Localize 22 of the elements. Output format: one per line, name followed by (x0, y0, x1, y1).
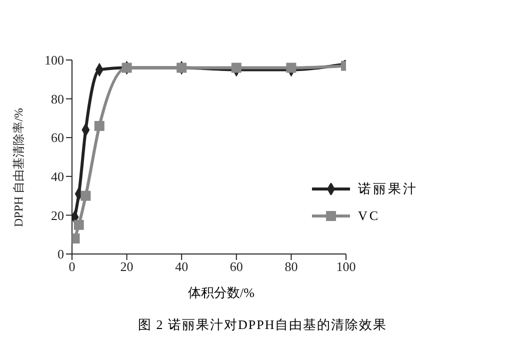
point (80, 190, 91, 201)
y-tick-label: 100 (44, 52, 64, 68)
x-axis-title: 体积分数/% (188, 284, 256, 302)
y-tick-label: 20 (51, 208, 64, 223)
text: 图 2 诺丽果汁对DPPH自由基的清除效果 (138, 316, 388, 334)
x-tick-label: 40 (175, 259, 188, 274)
x-tick-label: 0 (68, 259, 76, 274)
x-tick-label: 20 (120, 259, 134, 274)
point (74, 220, 84, 230)
legend-label: 诺丽果汁 (358, 180, 418, 198)
point (94, 120, 104, 131)
y-tick-label: 60 (51, 130, 64, 146)
point (231, 62, 242, 73)
y-axis-title: DPPH 自由基清除率/% (11, 108, 26, 227)
x-tick-label: 80 (284, 259, 298, 274)
x-tick-label: 100 (336, 259, 356, 274)
y-tick-label: 80 (51, 91, 64, 106)
point (286, 62, 296, 73)
y-tick-label: 0 (58, 246, 64, 262)
y-tick-label: 40 (51, 169, 64, 184)
x-tick-label: 60 (230, 259, 243, 274)
legend-label: VC (358, 208, 380, 224)
